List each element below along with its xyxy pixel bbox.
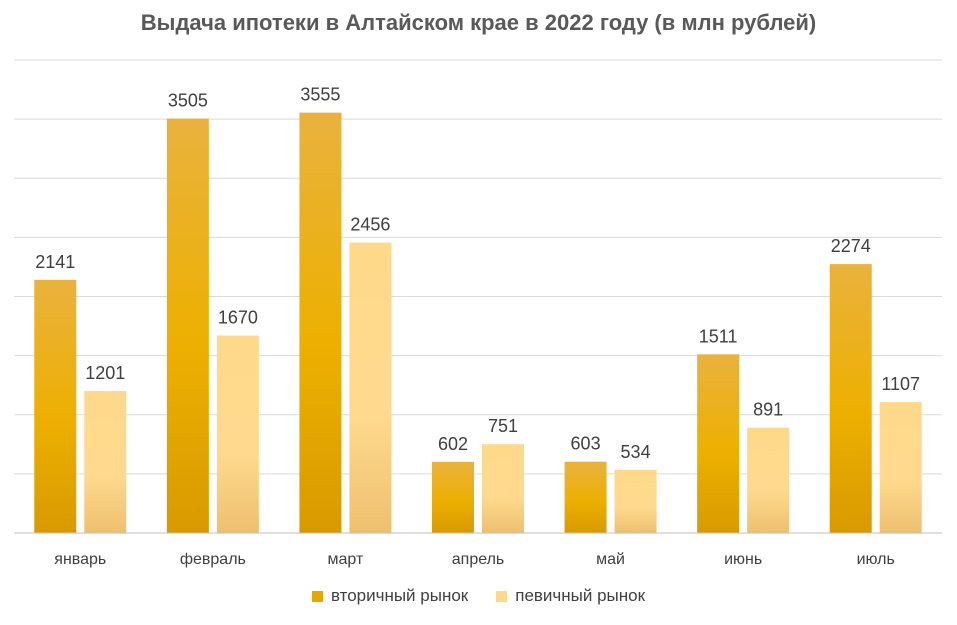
bar-primary[interactable]	[879, 402, 922, 533]
bar-secondary[interactable]	[697, 354, 740, 533]
data-label: 1511	[699, 326, 738, 346]
bar-primary[interactable]	[84, 390, 127, 533]
data-label: 2456	[350, 215, 390, 235]
legend-swatch-primary	[496, 590, 508, 602]
bar-secondary[interactable]	[432, 461, 474, 533]
chart-title: Выдача ипотеки в Алтайском крае в 2022 г…	[140, 10, 817, 35]
x-tick-label: апрель	[452, 551, 505, 568]
bar-secondary[interactable]	[34, 279, 77, 533]
bar-primary[interactable]	[747, 427, 790, 533]
data-label: 603	[571, 434, 601, 454]
data-label: 534	[621, 442, 651, 462]
chart-legend: вторичный рынок певичный рынок	[0, 586, 957, 606]
legend-label-primary: певичный рынок	[515, 586, 646, 605]
data-label: 751	[488, 416, 518, 436]
bar-primary[interactable]	[614, 469, 657, 533]
data-label: 3505	[168, 91, 208, 111]
bar-secondary[interactable]	[564, 461, 607, 533]
data-label: 891	[753, 400, 783, 420]
x-tick-label: июнь	[724, 551, 762, 568]
legend-item-primary[interactable]: певичный рынок	[496, 586, 645, 606]
x-tick-label: июль	[857, 551, 895, 568]
x-tick-label: март	[328, 551, 364, 568]
bar-secondary[interactable]	[299, 112, 342, 533]
data-label: 1201	[85, 363, 125, 383]
x-tick-label: май	[596, 551, 625, 568]
data-label: 602	[438, 434, 468, 454]
data-label: 3555	[300, 85, 340, 105]
bar-primary[interactable]	[216, 335, 259, 533]
data-label: 2274	[831, 236, 871, 256]
data-label: 2141	[35, 252, 75, 272]
x-tick-label: январь	[54, 551, 106, 568]
bar-secondary[interactable]	[829, 264, 872, 533]
legend-label-secondary: вторичный рынок	[330, 586, 469, 605]
data-label: 1107	[881, 374, 920, 394]
bar-primary[interactable]	[349, 242, 392, 533]
data-label: 1670	[218, 308, 258, 328]
bar-secondary[interactable]	[166, 118, 209, 533]
legend-swatch-secondary	[311, 590, 323, 602]
bar-primary[interactable]	[482, 444, 524, 533]
x-tick-label: февраль	[180, 551, 246, 568]
legend-item-secondary[interactable]: вторичный рынок	[311, 586, 469, 606]
